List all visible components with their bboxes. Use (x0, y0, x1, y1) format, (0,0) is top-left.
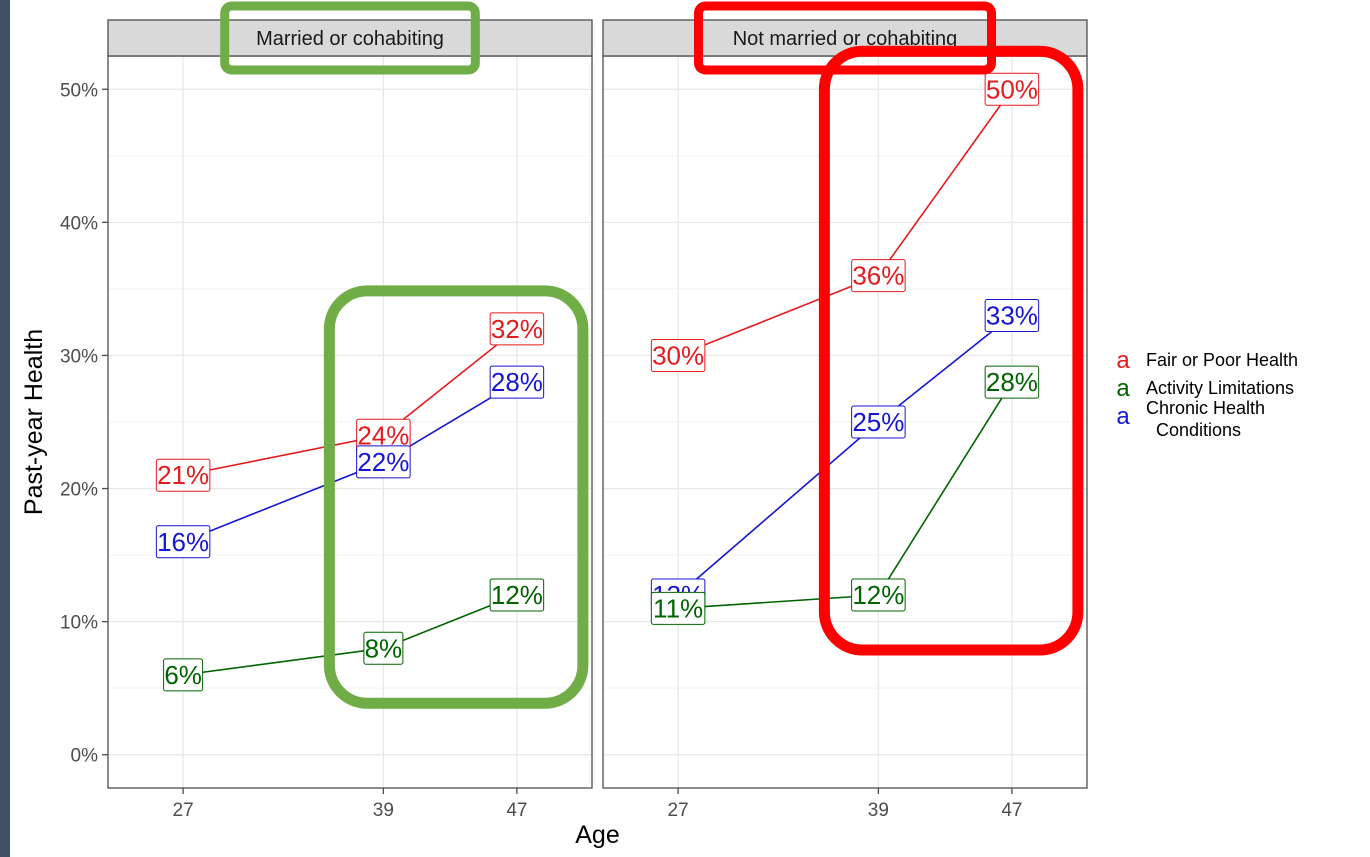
data-label-text: 22% (357, 447, 409, 477)
legend: a Fair or Poor Health a Activity Limitation… (1116, 347, 1298, 440)
legend-item: a Fair or Poor Health (1116, 347, 1298, 374)
strip-label: Married or cohabiting (256, 28, 444, 50)
data-label-box (851, 259, 906, 293)
legend-label-line2: Conditions (1156, 420, 1241, 440)
data-label-box (650, 338, 706, 372)
data-label-text: 24% (357, 420, 409, 450)
data-label-text: 21% (157, 460, 209, 490)
legend-key: a (1116, 403, 1130, 430)
data-label-text: 6% (164, 660, 202, 690)
series-line (182, 328, 518, 477)
data-label-box (363, 631, 404, 665)
data-label: 11% (650, 591, 706, 625)
y-tick-label: 40% (60, 213, 98, 234)
data-label-box (155, 525, 211, 559)
data-label: 24% (356, 418, 411, 452)
data-label-text: 28% (491, 367, 543, 397)
legend-label: Activity Limitations (1146, 378, 1294, 398)
data-label-box (155, 458, 211, 492)
series-line (182, 594, 518, 676)
data-label-box (984, 72, 1040, 106)
data-label: 33% (984, 299, 1040, 333)
series-line (678, 381, 1013, 610)
y-axis-title: Past-year Health (20, 329, 48, 515)
data-label-text: 33% (986, 301, 1038, 331)
data-label-box (163, 658, 204, 692)
legend-item: a Activity Limitations (1116, 375, 1294, 402)
chart-canvas: Married or cohabiting 27 39 47 21% 24% 32% 16% 2… (10, 0, 1370, 857)
data-label-text: 28% (986, 367, 1038, 397)
strip-background (107, 19, 593, 57)
data-label: 12% (851, 578, 906, 612)
data-label-text: 36% (852, 261, 904, 291)
data-label-text: 32% (491, 314, 543, 344)
data-label-text: 12% (491, 580, 543, 610)
data-label: 28% (984, 365, 1040, 399)
data-label: 25% (851, 405, 906, 439)
data-label: 6% (163, 658, 204, 692)
strip-label: Not married or cohabiting (733, 28, 958, 50)
data-label: 28% (489, 365, 545, 399)
data-label-text: 16% (157, 527, 209, 557)
data-label: 32% (489, 312, 545, 346)
data-label: 36% (851, 259, 906, 293)
legend-label: Chronic Health (1146, 398, 1265, 418)
data-label: 21% (155, 458, 211, 492)
highlight-box (323, 285, 589, 709)
data-label-text: 11% (653, 593, 703, 623)
data-label-box (851, 578, 906, 612)
highlight-box (818, 45, 1084, 656)
data-label-box (489, 578, 545, 612)
x-tick-label: 47 (1001, 800, 1022, 821)
panel-1: Married or cohabiting 27 39 47 21% 24% 32% 16% 2… (107, 1, 593, 821)
legend-label: Fair or Poor Health (1146, 350, 1298, 370)
y-tick-label: 10% (60, 613, 98, 634)
y-axis: 0% 10% 20% 30% 40% 50% (60, 80, 108, 767)
data-label-box (650, 591, 706, 625)
x-axis-title: Age (575, 821, 619, 849)
x-tick-label: 27 (668, 800, 689, 821)
data-label: 50% (984, 72, 1040, 106)
data-label-text: 8% (365, 633, 403, 663)
data-label: 30% (650, 338, 706, 372)
y-tick-label: 0% (71, 746, 99, 767)
data-label-box (984, 299, 1040, 333)
data-label-text: 30% (652, 340, 704, 370)
legend-key: a (1116, 375, 1130, 402)
y-tick-label: 30% (60, 346, 98, 367)
data-label-box (489, 312, 545, 346)
data-label: 8% (363, 631, 404, 665)
data-label: 16% (155, 525, 211, 559)
x-tick-label: 39 (868, 800, 889, 821)
data-label-text: 12% (852, 580, 904, 610)
data-label: 22% (356, 445, 411, 479)
strip-highlight-box (694, 1, 996, 75)
data-label-box (356, 445, 411, 479)
series-line (677, 314, 1013, 596)
strip-highlight-box (220, 1, 480, 75)
x-tick-label: 27 (173, 800, 194, 821)
data-label-box (489, 365, 545, 399)
y-tick-label: 50% (60, 80, 98, 101)
series-line (182, 381, 518, 543)
data-label: 12% (489, 578, 545, 612)
chart: Married or cohabiting 27 39 47 21% 24% 32% 16% 2… (20, 1, 1298, 849)
x-tick-label: 39 (373, 800, 394, 821)
data-label-box (984, 365, 1040, 399)
legend-key: a (1116, 347, 1130, 374)
x-tick-label: 47 (506, 800, 527, 821)
data-label-text: 50% (986, 74, 1038, 104)
panel-2: Not married or cohabiting 27 39 47 30% 36% 50%… (602, 1, 1088, 821)
data-label-text: 25% (852, 407, 904, 437)
data-label-box (851, 405, 906, 439)
y-tick-label: 20% (60, 480, 98, 501)
